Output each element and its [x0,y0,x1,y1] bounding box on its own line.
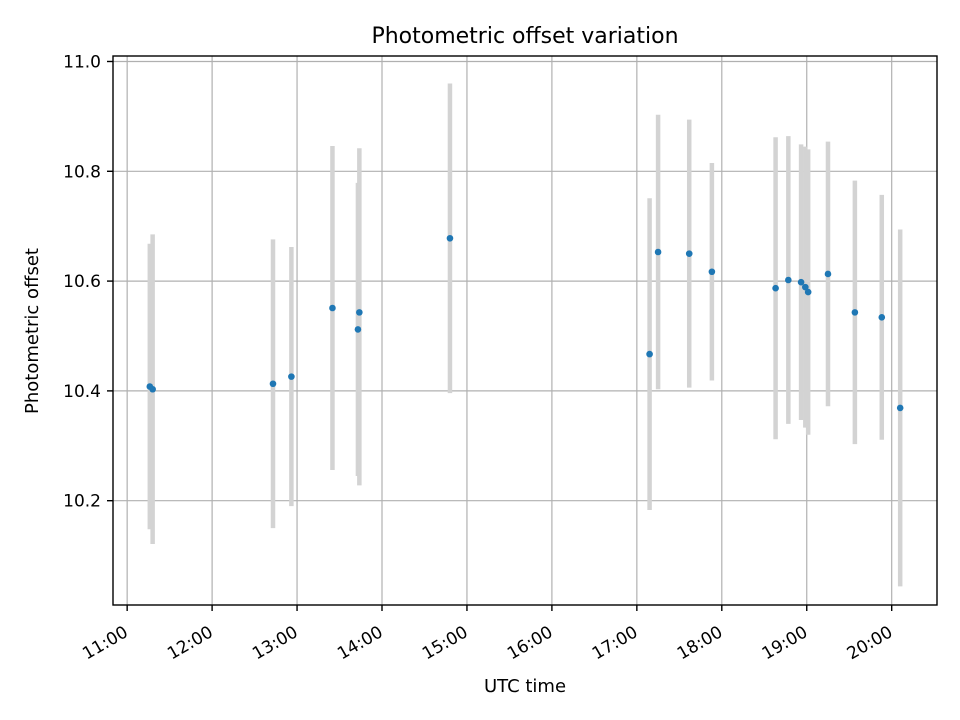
x-tick-label: 16:00 [504,622,556,664]
data-point [446,234,454,242]
errorbar-layer [147,83,903,587]
y-tick-label: 10.8 [63,162,101,182]
x-tick-label: 18:00 [674,622,726,664]
y-tick-label: 11.0 [63,52,101,72]
data-point [354,326,362,333]
point-layer [146,234,904,412]
data-point [654,248,662,256]
x-tick-label: 15:00 [419,622,471,664]
data-point [851,309,859,316]
x-axis-label: UTC time [484,676,566,697]
data-point [804,288,812,296]
x-tick-label: 19:00 [759,622,811,664]
data-point [785,276,792,284]
data-point [824,270,832,278]
x-tick-label: 12:00 [164,622,216,664]
x-tick-label: 20:00 [844,622,896,664]
y-tick-label: 10.4 [63,382,101,402]
data-point [356,309,363,316]
x-tick-label: 11:00 [79,622,131,664]
data-point [896,404,904,412]
tick-layer: 11:00 12:00 13:00 14:00 15:00 16:00 17:00 18:00… [63,52,896,664]
grid-layer [113,56,937,605]
data-point [685,250,693,257]
x-tick-label: 17:00 [589,622,641,664]
y-tick-label: 10.6 [63,272,101,292]
chart-title: Photometric offset variation [371,24,678,49]
data-point [288,373,295,380]
y-axis-label: Photometric offset [22,248,43,414]
x-tick-label: 13:00 [249,622,301,664]
y-tick-label: 10.2 [63,492,101,512]
data-point [269,380,277,388]
data-point [878,314,886,321]
x-tick-label: 14:00 [334,622,386,664]
data-point [797,278,805,286]
plot-frame [112,55,938,606]
data-point [802,283,809,291]
data-point [329,304,336,312]
data-point [646,350,653,358]
data-point [149,385,156,393]
data-point [772,284,779,292]
data-point [708,268,716,276]
